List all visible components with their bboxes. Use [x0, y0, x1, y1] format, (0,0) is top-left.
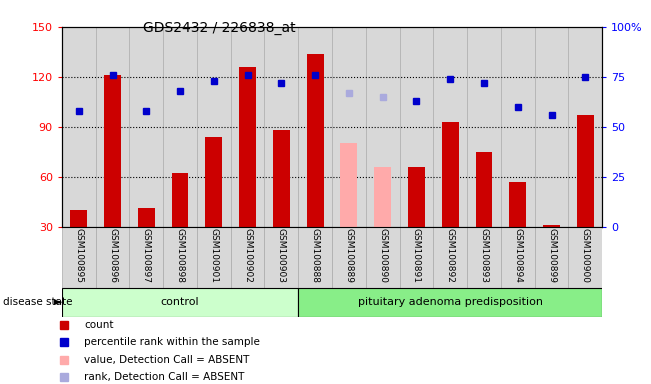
Bar	[534, 227, 568, 288]
Text: value, Detection Call = ABSENT: value, Detection Call = ABSENT	[85, 355, 250, 365]
Text: GSM100892: GSM100892	[446, 228, 454, 283]
Text: disease state: disease state	[3, 297, 73, 307]
Bar	[332, 27, 366, 227]
Text: GSM100894: GSM100894	[513, 228, 522, 283]
Bar	[298, 227, 332, 288]
Text: count: count	[85, 320, 114, 330]
Bar	[163, 227, 197, 288]
Bar	[366, 27, 400, 227]
Bar	[400, 27, 434, 227]
Text: GSM100893: GSM100893	[480, 228, 488, 283]
Bar	[239, 67, 256, 227]
Bar	[543, 225, 560, 227]
Text: pituitary adenoma predisposition: pituitary adenoma predisposition	[357, 297, 543, 308]
Bar	[340, 143, 357, 227]
Text: GSM100895: GSM100895	[74, 228, 83, 283]
Bar	[298, 27, 332, 227]
Text: ►: ►	[54, 297, 62, 307]
Bar	[568, 227, 602, 288]
Text: rank, Detection Call = ABSENT: rank, Detection Call = ABSENT	[85, 372, 245, 382]
Bar	[138, 208, 155, 227]
FancyBboxPatch shape	[298, 288, 602, 317]
Bar	[501, 227, 534, 288]
Bar	[62, 227, 96, 288]
Bar	[434, 27, 467, 227]
Bar	[374, 167, 391, 227]
Text: GSM100903: GSM100903	[277, 228, 286, 283]
Bar	[366, 227, 400, 288]
Bar	[197, 227, 230, 288]
Bar	[534, 27, 568, 227]
Bar	[230, 27, 264, 227]
Text: GSM100889: GSM100889	[344, 228, 353, 283]
Text: GSM100900: GSM100900	[581, 228, 590, 283]
Text: GSM100897: GSM100897	[142, 228, 151, 283]
Bar	[130, 27, 163, 227]
Bar	[434, 227, 467, 288]
Bar	[501, 27, 534, 227]
Bar	[130, 227, 163, 288]
Text: GSM100901: GSM100901	[210, 228, 218, 283]
Text: percentile rank within the sample: percentile rank within the sample	[85, 337, 260, 348]
Text: GSM100890: GSM100890	[378, 228, 387, 283]
Bar	[172, 173, 189, 227]
Bar	[408, 167, 425, 227]
Bar	[467, 227, 501, 288]
Bar	[62, 27, 96, 227]
Bar	[96, 27, 130, 227]
Text: GSM100896: GSM100896	[108, 228, 117, 283]
Bar	[442, 122, 459, 227]
Bar	[205, 137, 222, 227]
FancyBboxPatch shape	[62, 288, 298, 317]
Bar	[197, 27, 230, 227]
Bar	[96, 227, 130, 288]
Text: GDS2432 / 226838_at: GDS2432 / 226838_at	[143, 21, 296, 35]
Text: GSM100898: GSM100898	[176, 228, 184, 283]
Bar	[475, 152, 492, 227]
Bar	[273, 130, 290, 227]
Bar	[509, 182, 526, 227]
Bar	[568, 27, 602, 227]
Text: GSM100891: GSM100891	[412, 228, 421, 283]
Text: control: control	[161, 297, 199, 308]
Text: GSM100888: GSM100888	[311, 228, 320, 283]
Bar	[264, 227, 298, 288]
Bar	[400, 227, 434, 288]
Bar	[264, 27, 298, 227]
Text: GSM100902: GSM100902	[243, 228, 252, 283]
Bar	[467, 27, 501, 227]
Bar	[332, 227, 366, 288]
Bar	[577, 115, 594, 227]
Text: GSM100899: GSM100899	[547, 228, 556, 283]
Bar	[230, 227, 264, 288]
Bar	[70, 210, 87, 227]
Bar	[307, 53, 324, 227]
Bar	[104, 75, 121, 227]
Bar	[163, 27, 197, 227]
